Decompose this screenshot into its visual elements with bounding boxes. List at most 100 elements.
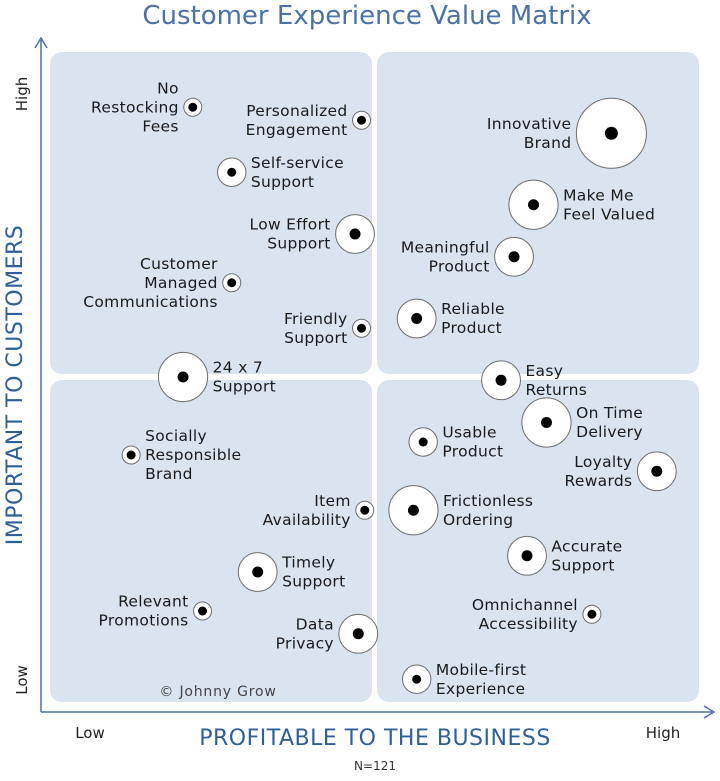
point-label: Support xyxy=(282,573,345,591)
point-label: On Time xyxy=(576,404,643,422)
point-label: Meaningful xyxy=(401,238,490,256)
bubble-dot xyxy=(411,313,423,324)
bubble-dot xyxy=(198,606,208,616)
point-label: Support xyxy=(213,378,276,396)
point-label: Item xyxy=(314,492,350,510)
point-label: Timely xyxy=(281,554,335,572)
point-label: Support xyxy=(267,235,330,253)
bubble-dot xyxy=(360,505,370,515)
bubble-dot xyxy=(407,504,419,516)
bubble-dot xyxy=(540,417,552,428)
bubble-dot xyxy=(126,450,136,460)
bubble-dot xyxy=(357,323,367,333)
point-label: Engagement xyxy=(246,121,348,139)
point-label: Rewards xyxy=(565,472,633,490)
y-axis-label: IMPORTANT TO CUSTOMERS xyxy=(3,225,28,545)
point-label: Low Effort xyxy=(250,216,331,234)
point-label: Responsible xyxy=(145,446,241,464)
point-label: Product xyxy=(442,443,503,461)
point-label: Ordering xyxy=(443,511,513,529)
point-label: Availability xyxy=(263,511,351,529)
bubble-dot xyxy=(252,566,264,578)
bubble-dot xyxy=(604,126,618,140)
bubble-dot xyxy=(508,251,520,263)
point-label: Product xyxy=(441,319,502,337)
bubble-dot xyxy=(357,115,367,125)
bubble-dot xyxy=(418,437,428,447)
point-label: Frictionless xyxy=(443,492,533,510)
bubble-dot xyxy=(521,550,533,562)
point-label: Communications xyxy=(83,293,217,311)
bubble-dot xyxy=(412,674,422,684)
quadrant-bottom-left xyxy=(50,380,372,702)
point-label: Experience xyxy=(436,680,525,698)
bubble-dot xyxy=(349,228,361,240)
x-axis-arrow-icon xyxy=(703,705,716,719)
point-label: Brand xyxy=(524,134,572,152)
y-axis-arrow-icon xyxy=(34,36,48,49)
point-label: Socially xyxy=(145,427,207,445)
point-label: Feel Valued xyxy=(563,205,655,223)
point-label: Promotions xyxy=(99,612,189,630)
bubble-dot xyxy=(227,167,237,177)
point-label: Customer xyxy=(140,255,218,273)
y-tick-high: High xyxy=(13,77,31,111)
bubble-dot xyxy=(188,102,198,112)
point-label: Data xyxy=(296,615,334,633)
bubble-dot xyxy=(587,609,597,619)
point-label: No xyxy=(157,79,179,97)
axes xyxy=(34,36,716,719)
point-label: Product xyxy=(429,257,490,275)
chart-title: Customer Experience Value Matrix xyxy=(142,1,591,31)
bubble-dot xyxy=(227,278,237,288)
point-label: Mobile-first xyxy=(436,661,526,679)
point-label: Accurate xyxy=(551,537,622,555)
x-axis-label: PROFITABLE TO THE BUSINESS xyxy=(199,726,551,751)
point-label: Relevant xyxy=(118,593,188,611)
point-label: 24 x 7 xyxy=(213,359,263,377)
point-label: Loyalty xyxy=(574,453,632,471)
point-label: Delivery xyxy=(576,423,643,441)
point-label: Managed xyxy=(144,274,218,292)
point-label: Reliable xyxy=(441,300,505,318)
point-label: Restocking xyxy=(91,98,179,116)
point-label: Usable xyxy=(442,424,496,442)
x-tick-high: High xyxy=(646,724,680,742)
bubble-dot xyxy=(352,628,364,640)
y-tick-low: Low xyxy=(13,665,31,695)
bubble-dot xyxy=(528,199,540,211)
point-label: Privacy xyxy=(276,634,334,652)
point-label: Brand xyxy=(145,465,193,483)
bubble-dot xyxy=(495,374,507,386)
point-label: Innovative xyxy=(487,115,571,133)
bubble-dot xyxy=(177,371,189,383)
point-label: Fees xyxy=(142,117,178,135)
x-tick-low: Low xyxy=(75,724,105,742)
point-label: Easy xyxy=(525,362,563,380)
sample-size-note: N=121 xyxy=(354,759,396,773)
point-label: Omnichannel xyxy=(472,596,578,614)
